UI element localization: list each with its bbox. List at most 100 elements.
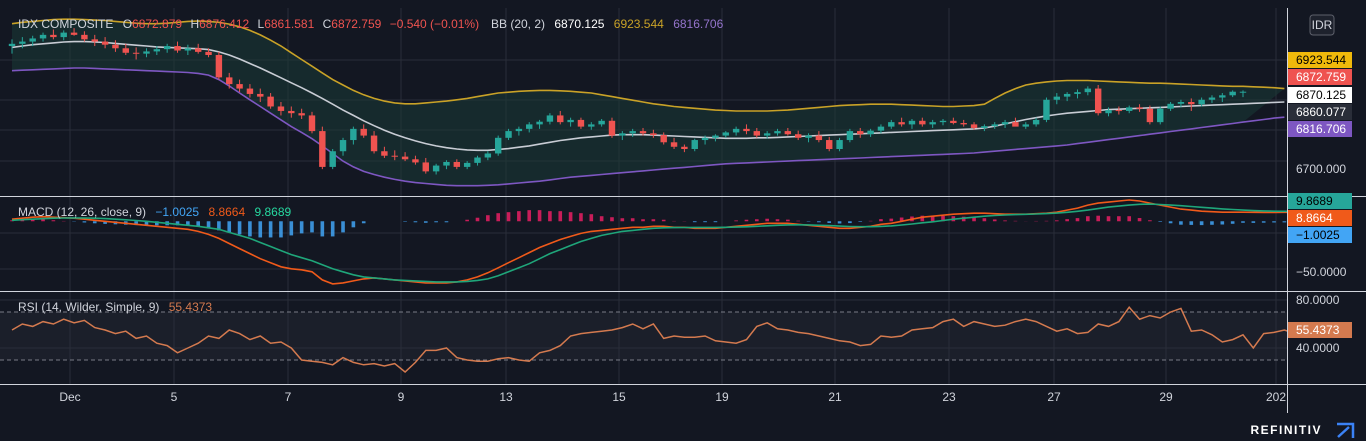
- candle-body[interactable]: [536, 121, 543, 125]
- candle-body[interactable]: [1012, 122, 1019, 127]
- candle-body[interactable]: [867, 130, 874, 135]
- candle-body[interactable]: [205, 51, 212, 55]
- candle-body[interactable]: [288, 110, 295, 114]
- candle-body[interactable]: [329, 151, 336, 167]
- candle-body[interactable]: [184, 48, 192, 51]
- candle-body[interactable]: [484, 153, 492, 158]
- candle-body[interactable]: [567, 119, 574, 123]
- candle-body[interactable]: [143, 51, 150, 54]
- candle-body[interactable]: [650, 133, 657, 136]
- candle-body[interactable]: [432, 165, 440, 172]
- candle-body[interactable]: [877, 126, 885, 131]
- candle-body[interactable]: [81, 34, 88, 40]
- candle-body[interactable]: [526, 124, 533, 129]
- candle-body[interactable]: [712, 135, 719, 138]
- candle-body[interactable]: [401, 156, 409, 160]
- candle-body[interactable]: [70, 32, 78, 35]
- candle-body[interactable]: [422, 162, 429, 172]
- candle-body[interactable]: [784, 131, 792, 135]
- candle-body[interactable]: [153, 49, 161, 52]
- candle-body[interactable]: [319, 131, 326, 167]
- candle-body[interactable]: [1219, 95, 1226, 98]
- candle-body[interactable]: [267, 96, 274, 107]
- candle-body[interactable]: [226, 77, 233, 85]
- candle-body[interactable]: [898, 122, 905, 125]
- candle-body[interactable]: [277, 106, 285, 111]
- candle-body[interactable]: [691, 140, 698, 149]
- candle-body[interactable]: [163, 46, 171, 50]
- candle-body[interactable]: [370, 135, 378, 152]
- candle-body[interactable]: [991, 124, 998, 127]
- candle-body[interactable]: [598, 120, 605, 125]
- candle-body[interactable]: [857, 131, 864, 135]
- candle-body[interactable]: [1084, 88, 1092, 93]
- candle-body[interactable]: [619, 133, 626, 136]
- rsi-pane[interactable]: [0, 305, 1316, 373]
- candle-body[interactable]: [670, 142, 678, 147]
- candle-body[interactable]: [246, 88, 254, 94]
- candle-body[interactable]: [1022, 124, 1029, 127]
- candle-body[interactable]: [122, 48, 129, 53]
- candle-body[interactable]: [257, 93, 264, 97]
- candle-body[interactable]: [722, 132, 729, 136]
- candle-body[interactable]: [608, 120, 616, 136]
- candle-body[interactable]: [1136, 107, 1143, 109]
- candle-body[interactable]: [515, 128, 523, 132]
- candle-body[interactable]: [463, 162, 471, 167]
- candle-body[interactable]: [660, 135, 667, 143]
- candle-body[interactable]: [629, 131, 636, 134]
- candle-body[interactable]: [1188, 102, 1195, 105]
- candle-body[interactable]: [794, 134, 802, 138]
- candle-body[interactable]: [443, 161, 450, 166]
- candle-body[interactable]: [39, 34, 47, 39]
- candle-body[interactable]: [308, 115, 316, 132]
- candle-body[interactable]: [774, 131, 781, 134]
- candle-body[interactable]: [908, 120, 916, 125]
- candle-body[interactable]: [588, 124, 595, 127]
- candle-body[interactable]: [639, 131, 647, 134]
- candle-body[interactable]: [1208, 97, 1216, 100]
- candle-body[interactable]: [919, 120, 926, 125]
- pane-separators[interactable]: [0, 8, 1366, 413]
- candle-body[interactable]: [29, 38, 36, 42]
- candle-body[interactable]: [1177, 102, 1185, 104]
- candle-body[interactable]: [732, 128, 740, 133]
- candle-body[interactable]: [132, 52, 140, 54]
- candle-body[interactable]: [888, 122, 895, 127]
- candle-body[interactable]: [19, 41, 26, 44]
- candle-body[interactable]: [1043, 99, 1050, 120]
- candle-body[interactable]: [236, 84, 243, 89]
- candle-body[interactable]: [681, 146, 688, 149]
- candle-body[interactable]: [412, 159, 419, 163]
- candle-body[interactable]: [1074, 92, 1081, 94]
- candle-body[interactable]: [505, 131, 512, 138]
- candle-body[interactable]: [1001, 122, 1009, 125]
- candle-body[interactable]: [50, 34, 57, 38]
- candle-body[interactable]: [60, 32, 67, 38]
- candle-body[interactable]: [350, 128, 357, 141]
- candle-body[interactable]: [960, 123, 967, 125]
- candle-body[interactable]: [1146, 108, 1154, 123]
- candle-body[interactable]: [91, 39, 98, 42]
- candle-body[interactable]: [360, 128, 367, 136]
- candle-body[interactable]: [1094, 88, 1102, 114]
- candle-body[interactable]: [836, 140, 843, 149]
- candle-body[interactable]: [557, 115, 564, 123]
- candle-body[interactable]: [194, 48, 202, 52]
- candle-body[interactable]: [339, 140, 347, 152]
- candle-body[interactable]: [381, 151, 388, 156]
- candle-body[interactable]: [174, 46, 181, 51]
- candle-body[interactable]: [939, 120, 947, 123]
- candle-body[interactable]: [826, 140, 833, 149]
- candle-body[interactable]: [1229, 91, 1236, 96]
- candle-body[interactable]: [1198, 99, 1205, 105]
- candle-body[interactable]: [805, 135, 812, 138]
- candle-body[interactable]: [981, 126, 988, 128]
- candle-body[interactable]: [101, 41, 109, 45]
- currency-badge[interactable]: IDR: [1309, 14, 1335, 36]
- candle-body[interactable]: [474, 157, 481, 163]
- candle-body[interactable]: [112, 44, 119, 49]
- candle-body[interactable]: [1157, 108, 1164, 123]
- candle-body[interactable]: [1032, 119, 1040, 125]
